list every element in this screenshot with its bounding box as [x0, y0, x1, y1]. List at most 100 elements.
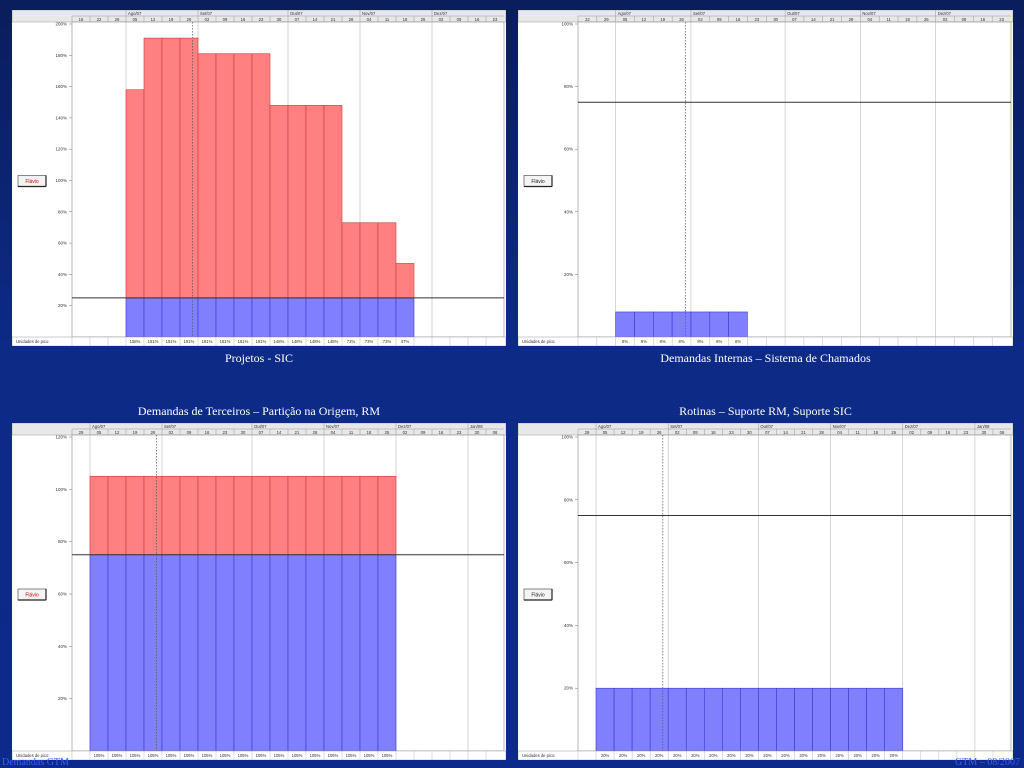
peak-value-label: 20%	[673, 753, 682, 758]
peak-value-label: 73%	[365, 339, 374, 344]
bar-allocated	[830, 687, 849, 752]
ytick-label: 60%	[564, 147, 573, 152]
bar-allocated	[215, 554, 235, 752]
ytick-label: 20%	[564, 686, 573, 691]
bar-overallocated	[179, 475, 199, 556]
bar-allocated	[728, 311, 748, 338]
bar-allocated	[107, 554, 127, 752]
peak-value-label: 105%	[202, 753, 213, 758]
week-label: 05	[623, 17, 628, 22]
peak-units-label: Unidades de pico:	[16, 753, 50, 758]
week-label: 23	[964, 430, 969, 435]
bar-overallocated	[107, 475, 127, 556]
peak-value-label: 20%	[835, 753, 844, 758]
week-label: 25	[385, 430, 390, 435]
chart-panel-rotinas: Ago/07 Set/07 Out/07 Nov/07 Dez/07 Jan/08 29 05…	[518, 423, 1013, 760]
peak-value-label: 105%	[364, 753, 375, 758]
week-label: 28	[849, 17, 854, 22]
ytick-label: 80%	[58, 209, 67, 214]
peak-value-label: 73%	[347, 339, 356, 344]
month-label: Dez/07	[938, 11, 952, 16]
plot-area	[577, 21, 1012, 338]
week-label: 21	[830, 17, 835, 22]
bar-allocated	[251, 554, 271, 752]
week-label: 07	[765, 430, 770, 435]
month-label: Out/07	[254, 424, 267, 429]
ytick-label: 40%	[564, 209, 573, 214]
bar-overallocated	[323, 475, 343, 556]
chart-svg: Ago/07 Set/07 Out/07 Nov/07 Dez/07 15 22 29 05 12…	[12, 10, 506, 346]
month-label: Nov/07	[862, 11, 876, 16]
week-label: 26	[657, 430, 662, 435]
ytick-label: 120%	[55, 435, 67, 440]
bar-overallocated	[179, 37, 199, 299]
bar-overallocated	[269, 105, 289, 299]
bar-allocated	[634, 311, 654, 338]
week-label: 21	[801, 430, 806, 435]
peak-units-row	[518, 750, 1013, 760]
bar-allocated	[776, 687, 795, 752]
peak-units-row	[12, 750, 506, 760]
month-label: Nov/07	[833, 424, 847, 429]
bar-allocated	[613, 687, 633, 752]
month-label: Jan/08	[470, 424, 483, 429]
bar-allocated	[143, 297, 163, 338]
bar-allocated	[667, 687, 687, 752]
week-label: 04	[331, 430, 336, 435]
bar-allocated	[722, 687, 741, 752]
peak-value-label: 105%	[112, 753, 123, 758]
peak-value-label: 8%	[622, 339, 628, 344]
bar-allocated	[323, 297, 343, 338]
chart-panel-projetos-sic: Ago/07 Set/07 Out/07 Nov/07 Dez/07 15 22 29 05 12…	[12, 10, 506, 346]
week-label: 02	[675, 430, 680, 435]
bar-allocated	[125, 554, 145, 752]
peak-value-label: 8%	[660, 339, 666, 344]
week-label: 30	[773, 17, 778, 22]
week-label: 14	[313, 17, 318, 22]
peak-value-label: 20%	[890, 753, 899, 758]
week-label: 07	[295, 17, 300, 22]
week-label: 16	[980, 17, 985, 22]
week-label: 02	[943, 17, 948, 22]
peak-value-label: 105%	[148, 753, 159, 758]
bar-overallocated	[197, 53, 217, 299]
peak-units-label: Unidades de pico:	[522, 339, 556, 344]
bar-allocated	[359, 297, 379, 338]
week-label: 06	[1000, 430, 1005, 435]
bar-overallocated	[215, 475, 235, 556]
peak-value-label: 20%	[817, 753, 826, 758]
month-label: Dez/07	[905, 424, 919, 429]
week-label: 09	[927, 430, 932, 435]
bar-overallocated	[323, 105, 343, 299]
peak-value-label: 148%	[328, 339, 339, 344]
chart-caption-demandas-internas: Demandas Internas – Sistema de Chamados	[660, 351, 871, 365]
bar-allocated	[125, 297, 145, 338]
peak-value-label: 105%	[94, 753, 105, 758]
bar-allocated	[89, 554, 109, 752]
week-label: 05	[603, 430, 608, 435]
bar-overallocated	[287, 475, 307, 556]
week-label: 21	[331, 17, 336, 22]
week-label: 30	[241, 430, 246, 435]
bar-overallocated	[269, 475, 289, 556]
week-label: 25	[421, 17, 426, 22]
peak-value-label: 148%	[310, 339, 321, 344]
month-label: Ago/07	[92, 424, 106, 429]
bar-overallocated	[395, 263, 415, 299]
resource-button-label: Flávio	[531, 179, 545, 185]
peak-value-label: 20%	[637, 753, 646, 758]
bar-overallocated	[197, 475, 217, 556]
peak-value-label: 20%	[619, 753, 628, 758]
peak-value-label: 105%	[130, 753, 141, 758]
week-label: 29	[604, 17, 609, 22]
peak-value-label: 105%	[346, 753, 357, 758]
week-label: 21	[295, 430, 300, 435]
week-label: 09	[223, 17, 228, 22]
week-label: 16	[475, 17, 480, 22]
chart-panel-demandas-internas: Ago/07 Set/07 Out/07 Nov/07 Dez/07 22 29 05 12 19…	[518, 10, 1013, 346]
week-label: 23	[729, 430, 734, 435]
week-label: 30	[277, 17, 282, 22]
peak-units-row	[12, 336, 506, 346]
bar-allocated	[709, 311, 729, 338]
week-label: 02	[439, 17, 444, 22]
